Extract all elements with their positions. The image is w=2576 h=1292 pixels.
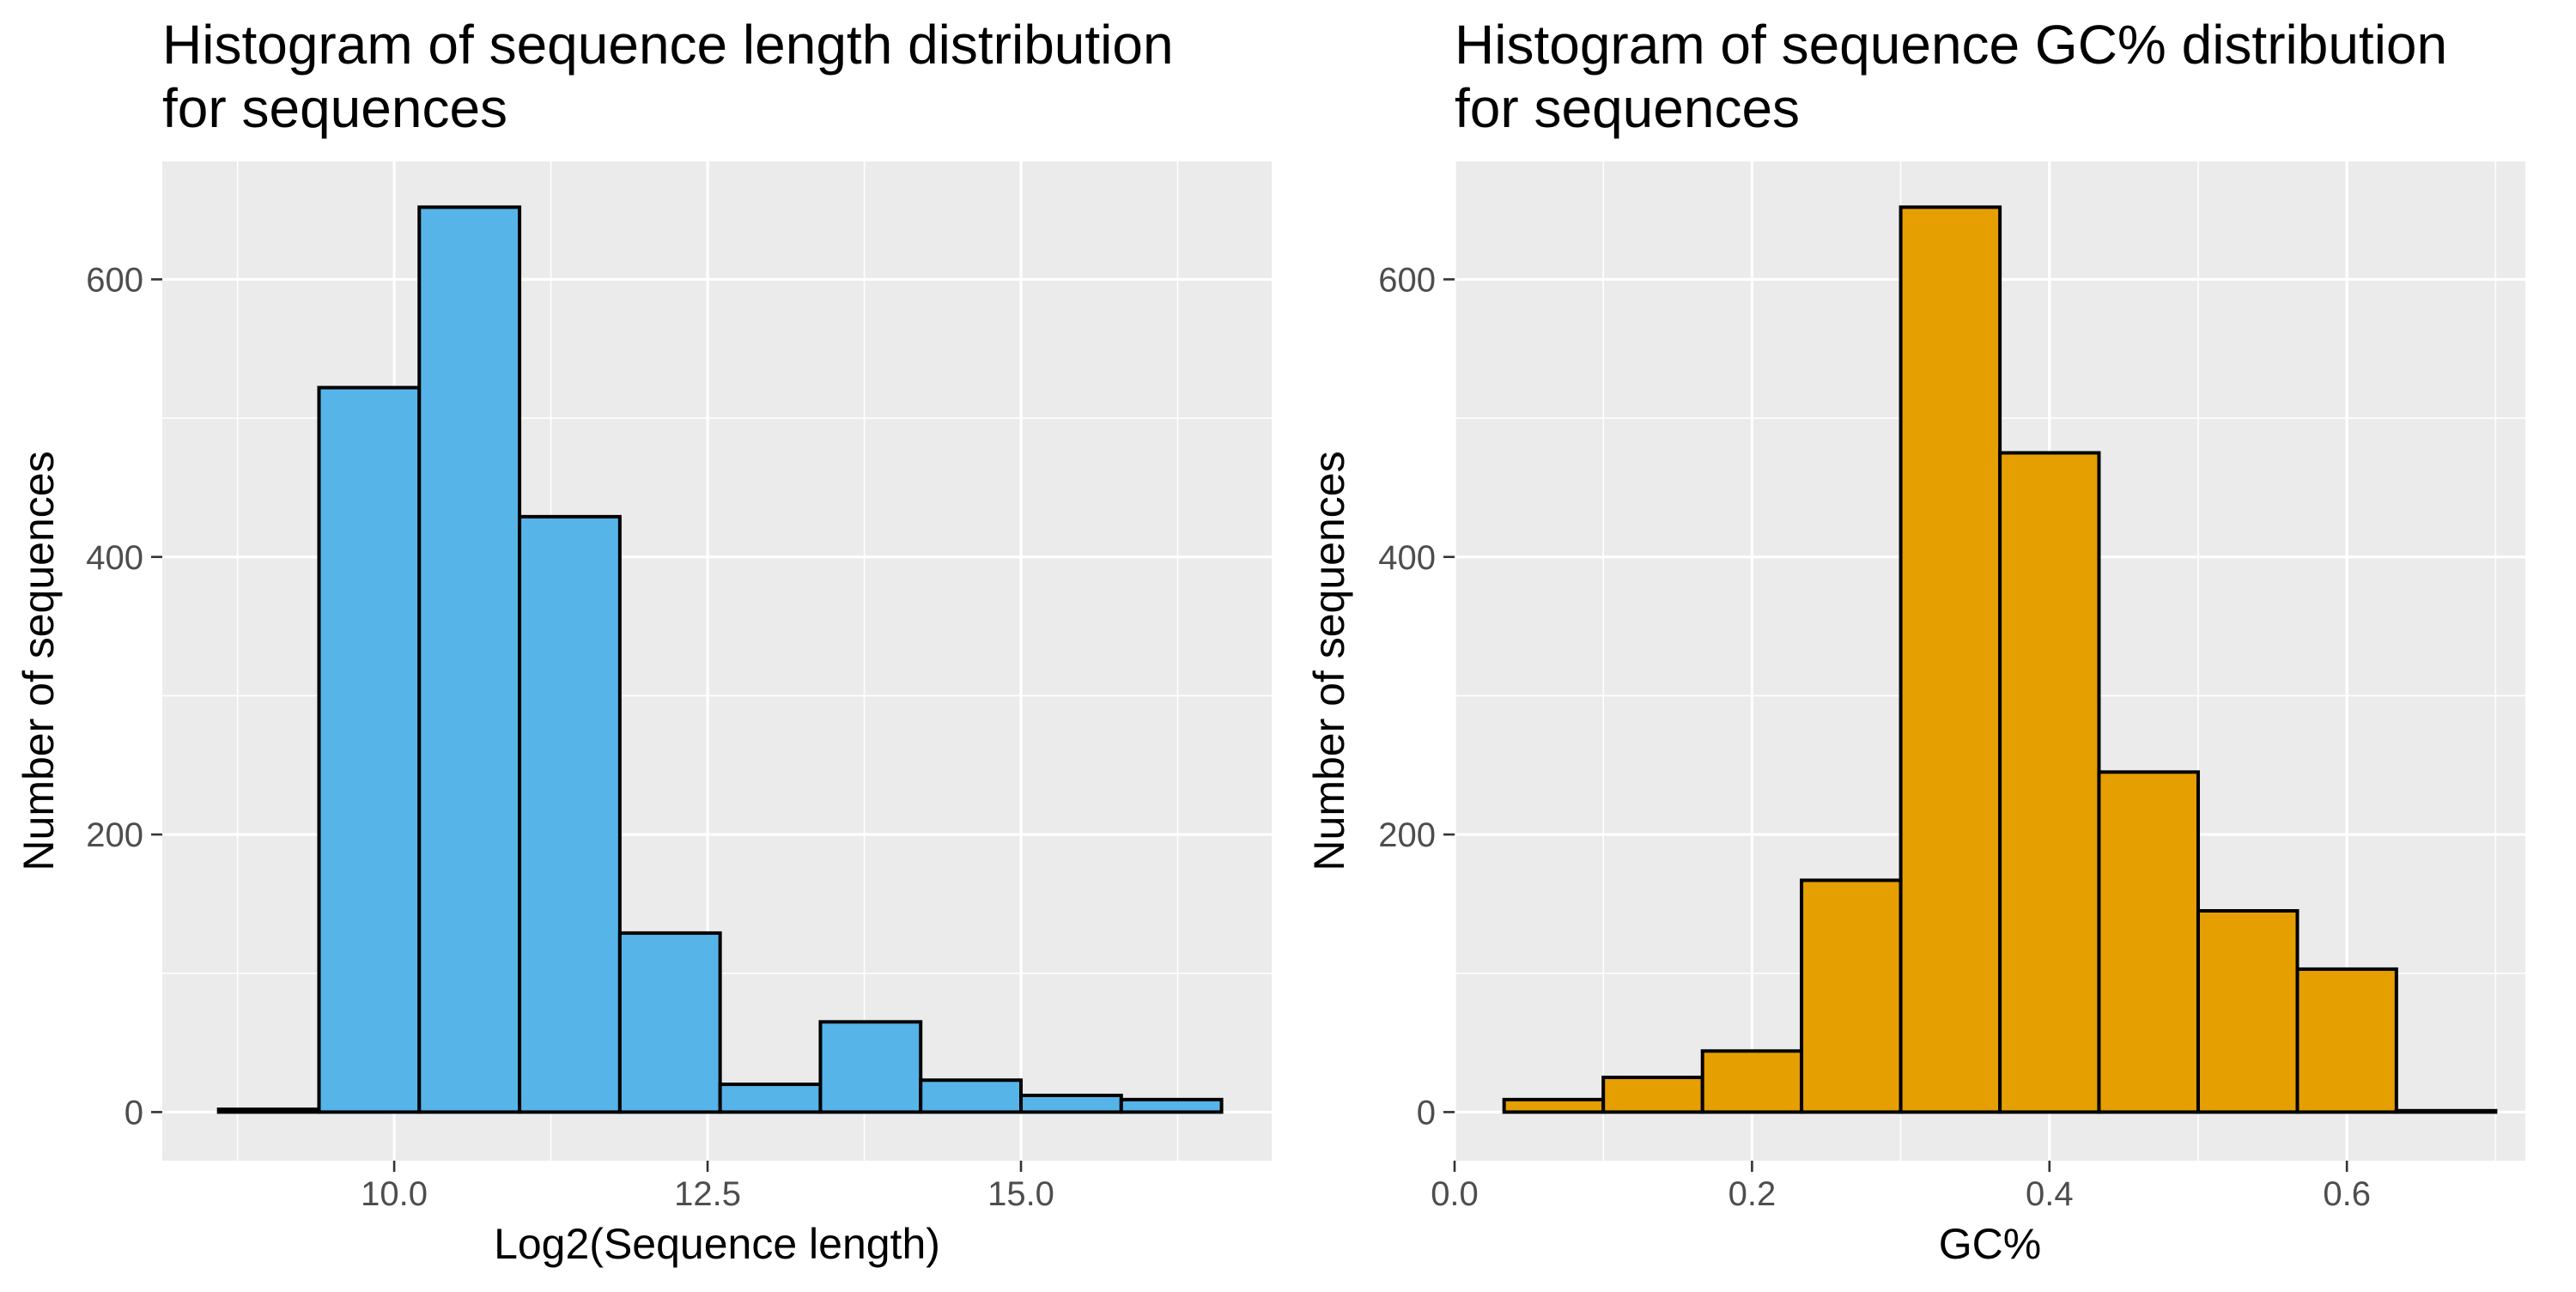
histogram-bar xyxy=(1998,451,2101,1114)
histogram-bar xyxy=(417,205,522,1114)
x-axis-title: Log2(Sequence length) xyxy=(494,1220,940,1268)
y-tick-label: 0 xyxy=(125,1094,143,1131)
y-tick-label: 400 xyxy=(86,539,143,577)
chart-title-line: for sequences xyxy=(1455,77,1800,139)
y-axis-title: Number of sequences xyxy=(15,451,63,870)
histogram-bar xyxy=(2394,1108,2498,1114)
histogram-bar xyxy=(617,931,722,1114)
x-tick-label: 0.4 xyxy=(2026,1175,2074,1213)
histogram-bar xyxy=(2295,967,2398,1114)
chart-title: Histogram of sequence length distributio… xyxy=(162,14,1174,139)
y-tick-label: 400 xyxy=(1378,539,1436,577)
chart-title-line: Histogram of sequence length distributio… xyxy=(162,14,1174,76)
histogram-bar xyxy=(718,1083,823,1114)
chart-title-line: for sequences xyxy=(162,77,507,139)
histogram-bar xyxy=(1502,1097,1606,1114)
chart-title: Histogram of sequence GC% distribution fo… xyxy=(1455,14,2447,139)
y-axis-title: Number of sequences xyxy=(1305,451,1353,870)
chart-gc: 0 200 400 600 0.0 0.2 0.4 0.6 GC% Number of seque… xyxy=(1305,14,2525,1268)
x-tick-label: 0.2 xyxy=(1728,1175,1777,1213)
histogram-bar xyxy=(1019,1094,1123,1114)
x-tick-label: 0.0 xyxy=(1431,1175,1479,1213)
x-axis-title: GC% xyxy=(1939,1220,2041,1268)
x-tick-label: 10.0 xyxy=(361,1175,428,1213)
histogram-bar xyxy=(2097,770,2200,1114)
histogram-bar xyxy=(1700,1049,1804,1114)
histogram-bar xyxy=(2196,909,2300,1114)
histogram-bar xyxy=(919,1078,1024,1114)
x-tick-label: 0.6 xyxy=(2323,1175,2371,1213)
chart-title-line: Histogram of sequence GC% distribution xyxy=(1455,14,2447,76)
histogram-bar xyxy=(216,1107,321,1114)
histogram-bar xyxy=(317,385,422,1114)
y-tick-label: 0 xyxy=(1417,1094,1436,1131)
x-tick-label: 15.0 xyxy=(987,1175,1054,1213)
histogram-bar xyxy=(1601,1076,1704,1114)
x-tick-label: 12.5 xyxy=(674,1175,741,1213)
y-tick-label: 200 xyxy=(86,816,143,854)
y-tick-label: 600 xyxy=(1378,261,1436,299)
histogram-bar xyxy=(518,514,622,1114)
y-tick-label: 200 xyxy=(1378,816,1436,854)
histogram-bar xyxy=(1899,205,2002,1114)
chart-length: 0 200 400 600 10.0 12.5 15.0 Log2(Sequence leng… xyxy=(15,14,1272,1268)
histogram-bar xyxy=(818,1020,923,1114)
y-tick-label: 600 xyxy=(86,261,143,299)
histogram-bar xyxy=(1800,878,1903,1114)
histogram-bar xyxy=(1119,1097,1224,1114)
